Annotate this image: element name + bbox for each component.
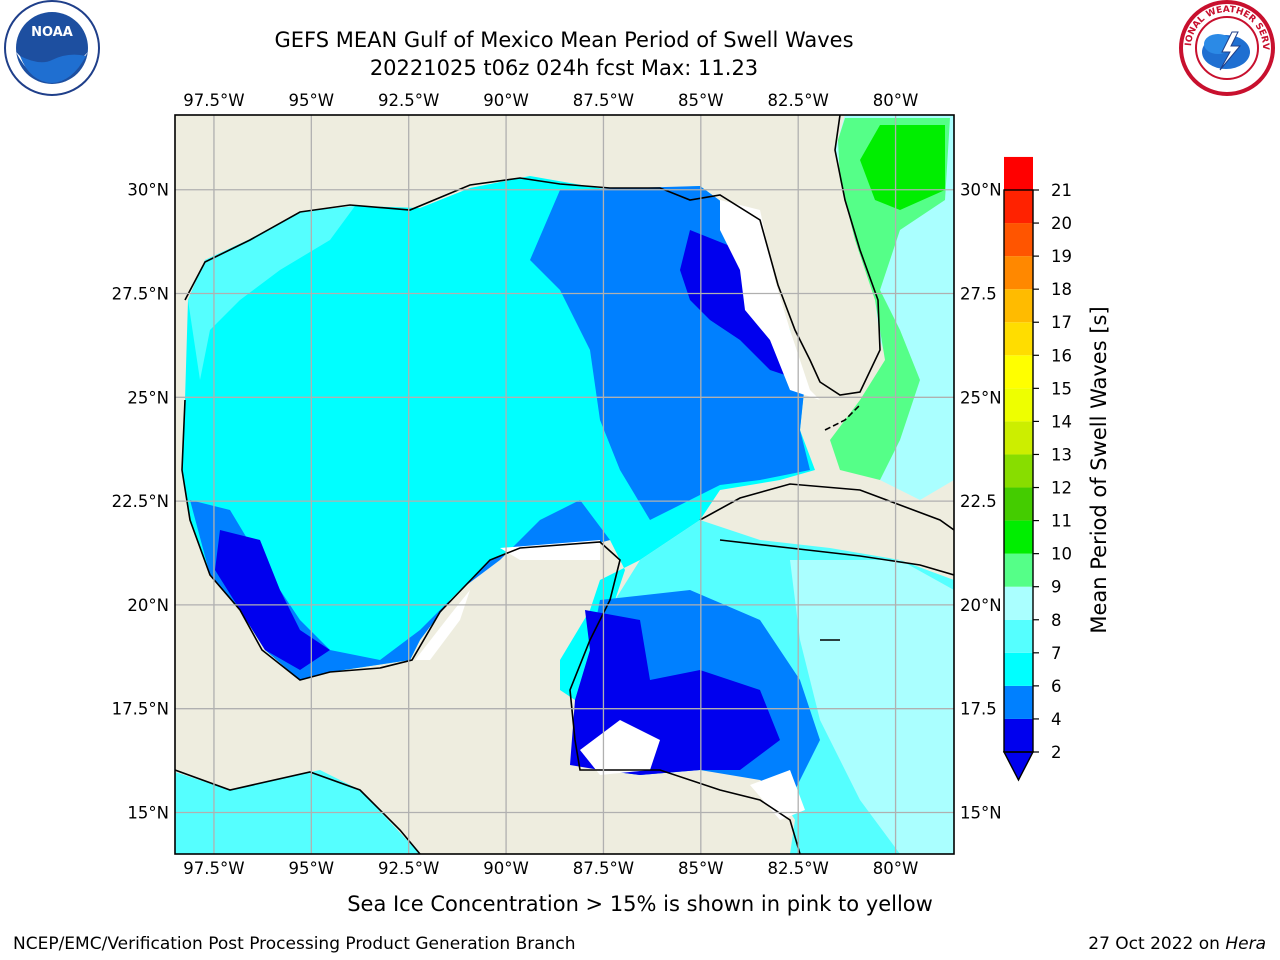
lat-tick-right: 22.5: [960, 492, 997, 511]
noaa-logo: NOAA: [4, 0, 100, 96]
colorbar-swatch: [1004, 322, 1033, 356]
lon-tick-top: 92.5°W: [378, 91, 439, 110]
colorbar-tick-label: 11: [1051, 512, 1072, 531]
atlantic-green: [830, 118, 950, 480]
lon-tick-top: 97.5°W: [183, 91, 244, 110]
colorbar-tick-label: 10: [1051, 545, 1072, 564]
colorbar-swatch: [1004, 156, 1033, 190]
colorbar-extend-arrow: [1002, 751, 1035, 782]
lat-tick-right: 27.5: [960, 285, 997, 304]
colorbar-tick-label: 12: [1051, 479, 1072, 498]
lat-tick-left: 27.5°N: [112, 285, 169, 304]
footer-host: Hera: [1225, 934, 1266, 954]
swell-band-deepblue: [680, 230, 800, 380]
colorbar-tick-label: 6: [1051, 677, 1062, 696]
chart-title: GEFS MEAN Gulf of Mexico Mean Period of …: [274, 28, 853, 52]
colorbar-frame: [1003, 189, 1034, 753]
swell-band-west-deep: [215, 530, 330, 670]
lon-tick-top: 80°W: [873, 91, 919, 110]
colorbar-swatch: [1004, 520, 1033, 554]
colorbar-swatch: [1004, 718, 1033, 752]
colorbar-tick-label: 4: [1051, 710, 1062, 729]
lat-tick-left: 20°N: [127, 596, 169, 615]
lat-tick-left: 25°N: [127, 388, 169, 407]
colorbar-tick-label: 20: [1051, 214, 1072, 233]
graticule: [175, 115, 954, 854]
colorbar-swatch: [1004, 652, 1033, 686]
nodata-belize: [580, 720, 660, 775]
colorbar-tick-label: 13: [1051, 445, 1072, 464]
lat-tick-right: 15°N: [960, 803, 1002, 822]
axis-tick-labels: 97.5°W 97.5°W 95°W 95°W 92.5°W 92.5°W 90°W 90°W…: [112, 91, 1002, 878]
lon-tick-bottom: 97.5°W: [183, 859, 244, 878]
colorbar-swatch: [1004, 619, 1033, 653]
nodata-yucatan: [500, 540, 600, 560]
lon-tick-bottom: 87.5°W: [573, 859, 634, 878]
lon-tick-top: 82.5°W: [768, 91, 829, 110]
colorbar-swatch: [1004, 553, 1033, 587]
colorbar-tick-label: 9: [1051, 578, 1062, 597]
colorbar-swatch: [1004, 256, 1033, 290]
lat-tick-left: 17.5°N: [112, 700, 169, 719]
nodata-shelf-east: [720, 200, 820, 400]
colorbar-label: Mean Period of Swell Waves [s]: [1087, 306, 1111, 633]
colorbar-swatch: [1004, 685, 1033, 719]
map-panel: [174, 114, 955, 855]
colorbar-tick-label: 19: [1051, 247, 1072, 266]
lat-tick-right: 30°N: [960, 181, 1002, 200]
colorbar-swatch: [1004, 355, 1033, 389]
nodata-campeche: [415, 590, 470, 660]
coastlines: [175, 115, 954, 854]
lat-tick-right: 25°N: [960, 388, 1002, 407]
sea-ice-note: Sea Ice Concentration > 15% is shown in …: [347, 892, 933, 916]
lon-tick-bottom: 92.5°W: [378, 859, 439, 878]
lon-tick-bottom: 80°W: [873, 859, 919, 878]
colorbar-tick-label: 7: [1051, 644, 1062, 663]
map-frame: [174, 114, 955, 855]
caribbean-light: [790, 560, 954, 854]
lon-tick-bottom: 85°W: [678, 859, 724, 878]
lon-tick-bottom: 82.5°W: [768, 859, 829, 878]
lat-tick-right: 17.5: [960, 700, 997, 719]
colorbar-swatch: [1004, 487, 1033, 521]
colorbar-swatch: [1004, 223, 1033, 257]
lat-tick-left: 15°N: [127, 803, 169, 822]
colorbar: 2 4 6 7 8 9 10 11 12 13 14 15 16 17 18 19 20 21: [1002, 156, 1072, 782]
colorbar-swatch: [1004, 454, 1033, 488]
colorbar-swatch: [1004, 289, 1033, 323]
lon-tick-top: 87.5°W: [573, 91, 634, 110]
colorbar-tick-label: 18: [1051, 280, 1072, 299]
colorbar-swatch: [1004, 586, 1033, 620]
colorbar-tick-label: 16: [1051, 346, 1072, 365]
lon-tick-bottom: 90°W: [483, 859, 529, 878]
lat-tick-left: 30°N: [127, 181, 169, 200]
lon-tick-top: 95°W: [289, 91, 335, 110]
colorbar-tick-label: 8: [1051, 611, 1062, 630]
colorbar-swatch: [1004, 421, 1033, 455]
colorbar-swatch: [1004, 190, 1033, 224]
footer-branch: NCEP/EMC/Verification Post Processing Pr…: [13, 934, 576, 954]
colorbar-tick-label: 17: [1051, 313, 1072, 332]
nodata-honduras: [750, 770, 805, 820]
colorbar-tick-label: 21: [1051, 181, 1072, 200]
colorbar-tick-label: 14: [1051, 412, 1072, 431]
noaa-logo-text: NOAA: [31, 25, 73, 40]
lat-tick-left: 22.5°N: [112, 492, 169, 511]
colorbar-tick-label: 15: [1051, 379, 1072, 398]
chart-subtitle: 20221025 t06z 024h fcst Max: 11.23: [370, 56, 758, 80]
lon-tick-top: 85°W: [678, 91, 724, 110]
atlantic-green-core: [860, 125, 945, 210]
lon-tick-top: 90°W: [483, 91, 529, 110]
lat-tick-right: 20°N: [960, 596, 1002, 615]
lon-tick-bottom: 95°W: [289, 859, 335, 878]
colorbar-swatch: [1004, 388, 1033, 422]
footer-date-text: 27 Oct 2022 on: [1088, 934, 1225, 954]
colorbar-tick-label: 2: [1051, 743, 1062, 762]
footer-date: 27 Oct 2022 on Hera: [1088, 934, 1266, 954]
